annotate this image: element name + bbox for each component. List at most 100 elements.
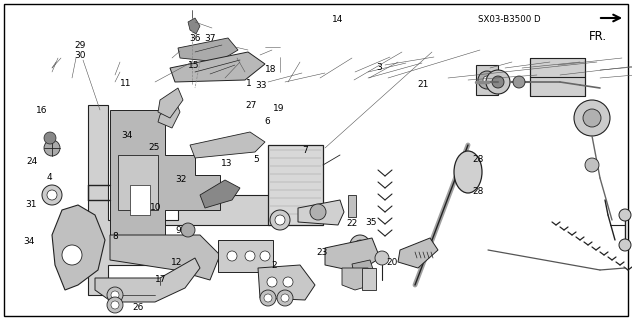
Text: 20: 20: [386, 258, 398, 267]
Polygon shape: [178, 38, 238, 62]
Circle shape: [375, 251, 389, 265]
Circle shape: [47, 190, 57, 200]
Circle shape: [62, 245, 82, 265]
Text: 19: 19: [273, 104, 284, 113]
Text: 32: 32: [176, 175, 187, 184]
Polygon shape: [52, 205, 105, 290]
Text: 28: 28: [473, 188, 484, 196]
Circle shape: [245, 251, 255, 261]
Text: 7: 7: [302, 146, 308, 155]
Circle shape: [355, 240, 365, 250]
Bar: [218, 240, 273, 272]
Circle shape: [107, 297, 123, 313]
Polygon shape: [398, 238, 438, 268]
Circle shape: [483, 76, 491, 84]
Text: 30: 30: [75, 52, 86, 60]
Circle shape: [585, 158, 599, 172]
Text: 23: 23: [317, 248, 328, 257]
Circle shape: [44, 132, 56, 144]
Circle shape: [513, 76, 525, 88]
Circle shape: [181, 223, 195, 237]
Text: 5: 5: [253, 156, 258, 164]
Text: 13: 13: [221, 159, 233, 168]
Text: 29: 29: [75, 41, 86, 50]
Text: 12: 12: [171, 258, 182, 267]
Circle shape: [42, 185, 62, 205]
Bar: [348, 195, 356, 217]
Bar: [118, 155, 158, 210]
Text: 8: 8: [112, 232, 118, 241]
Polygon shape: [298, 200, 344, 225]
Text: 33: 33: [255, 81, 267, 90]
Circle shape: [619, 239, 631, 251]
Polygon shape: [190, 132, 265, 158]
Circle shape: [619, 209, 631, 221]
Circle shape: [486, 70, 510, 94]
Circle shape: [107, 287, 123, 303]
Circle shape: [260, 290, 276, 306]
Text: 27: 27: [245, 101, 257, 110]
Text: 6: 6: [264, 117, 270, 126]
Circle shape: [275, 215, 285, 225]
Text: 9: 9: [176, 226, 181, 235]
Text: 17: 17: [155, 276, 166, 284]
Circle shape: [478, 71, 496, 89]
Text: SX03-B3500 D: SX03-B3500 D: [478, 15, 540, 24]
Circle shape: [260, 251, 270, 261]
Polygon shape: [200, 180, 240, 208]
Text: 3: 3: [376, 63, 382, 72]
Text: 22: 22: [346, 220, 358, 228]
Text: 1: 1: [246, 79, 252, 88]
Circle shape: [583, 109, 601, 127]
Polygon shape: [158, 100, 180, 128]
Text: 34: 34: [23, 237, 35, 246]
Bar: [130, 185, 150, 215]
Bar: [530, 58, 585, 96]
Text: 26: 26: [133, 303, 144, 312]
Circle shape: [310, 204, 326, 220]
Text: 16: 16: [36, 106, 47, 115]
Text: 18: 18: [265, 65, 277, 74]
Text: 4: 4: [46, 173, 52, 182]
Circle shape: [267, 277, 277, 287]
Polygon shape: [110, 110, 220, 235]
Polygon shape: [352, 260, 375, 282]
Polygon shape: [258, 265, 315, 300]
Text: FR.: FR.: [589, 30, 607, 43]
Polygon shape: [88, 105, 270, 295]
Text: 11: 11: [120, 79, 131, 88]
Bar: [268, 145, 323, 225]
Circle shape: [277, 290, 293, 306]
Polygon shape: [158, 88, 183, 118]
Polygon shape: [95, 258, 200, 302]
Text: 37: 37: [204, 34, 216, 43]
Circle shape: [227, 251, 237, 261]
Bar: [476, 65, 498, 95]
Polygon shape: [325, 238, 380, 272]
Text: 36: 36: [190, 34, 201, 43]
Text: 21: 21: [417, 80, 428, 89]
Polygon shape: [110, 235, 220, 280]
Circle shape: [492, 76, 504, 88]
Text: 24: 24: [27, 157, 38, 166]
Polygon shape: [188, 18, 200, 34]
Polygon shape: [170, 52, 265, 82]
Circle shape: [270, 210, 290, 230]
Polygon shape: [342, 268, 372, 290]
Circle shape: [283, 277, 293, 287]
Circle shape: [44, 140, 60, 156]
Text: 14: 14: [332, 15, 344, 24]
Circle shape: [574, 100, 610, 136]
Circle shape: [281, 294, 289, 302]
Text: 10: 10: [150, 204, 162, 212]
Text: 15: 15: [188, 61, 200, 70]
Ellipse shape: [454, 151, 482, 193]
Bar: [362, 268, 376, 290]
Text: 25: 25: [149, 143, 160, 152]
Text: 28: 28: [473, 156, 484, 164]
Circle shape: [111, 291, 119, 299]
Text: 2: 2: [272, 261, 277, 270]
Circle shape: [111, 301, 119, 309]
Text: 31: 31: [25, 200, 37, 209]
Text: 35: 35: [365, 218, 377, 227]
